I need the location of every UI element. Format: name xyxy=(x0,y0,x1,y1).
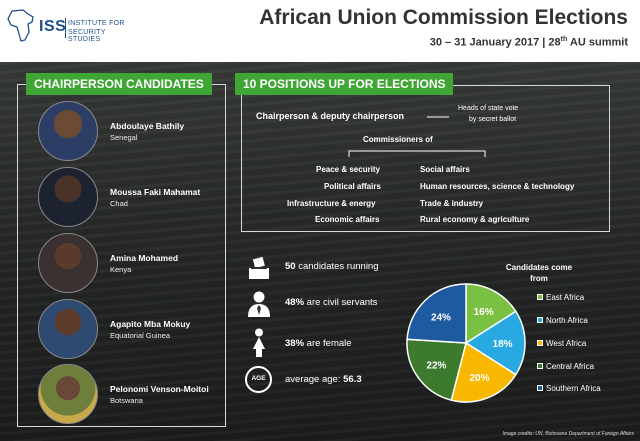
pie-data-label: 24% xyxy=(431,312,451,323)
logo-line-1: INSTITUTE FOR xyxy=(68,20,125,27)
legend-item: Southern Africa xyxy=(537,384,601,393)
candidate-country: Kenya xyxy=(110,265,132,274)
candidate-country: Chad xyxy=(110,199,128,208)
avatar xyxy=(38,101,98,161)
legend-item: West Africa xyxy=(537,339,586,348)
pie-slice-north-africa xyxy=(464,310,526,376)
legend-item: Central Africa xyxy=(537,362,594,371)
candidate-country: Equatorial Guinea xyxy=(110,331,171,340)
arrow-connector xyxy=(427,116,449,118)
pie-data-label: 22% xyxy=(426,361,446,372)
iss-logo: ISS INSTITUTE FOR SECURITY STUDIES xyxy=(6,8,136,46)
image-credit: Image credits: UN, Botswana Department o… xyxy=(502,431,634,437)
candidate-name: Abdoulaye Bathily xyxy=(110,121,185,131)
legend-label: East Africa xyxy=(546,293,585,302)
female-icon xyxy=(253,328,265,357)
candidate-country: Senegal xyxy=(110,133,138,142)
avatar xyxy=(38,299,98,359)
pie-slice-central-africa xyxy=(406,338,467,402)
candidate-card: Agapito Mba Mokuy Equatorial Guinea xyxy=(20,299,230,365)
legend-label: Southern Africa xyxy=(546,384,601,393)
candidate-name: Amina Mohamed xyxy=(110,253,179,263)
stat-running-text: candidates running xyxy=(295,261,379,272)
logo-divider xyxy=(65,18,66,38)
header: ISS INSTITUTE FOR SECURITY STUDIES Afric… xyxy=(0,0,640,62)
candidate-card: Pelonomi Venson-Moitoi Botswana xyxy=(20,364,230,430)
logo-text: ISS xyxy=(39,18,67,35)
background-photo xyxy=(0,62,640,441)
subtitle-sup: th xyxy=(560,36,568,43)
position-left: Peace & security xyxy=(316,165,381,174)
position-left: Infrastructure & energy xyxy=(287,199,376,208)
chair-position: Chairperson & deputy chairperson xyxy=(256,111,405,121)
candidate-card: Amina Mohamed Kenya xyxy=(20,233,230,299)
legend-label: North Africa xyxy=(546,316,588,325)
subtitle-dates: 30 – 31 January 2017 | 28 xyxy=(429,36,561,49)
legend-swatch xyxy=(537,363,543,369)
africa-map-icon xyxy=(7,9,34,42)
position-right: Human resources, science & technology xyxy=(420,182,575,191)
avatar xyxy=(38,167,98,227)
avatar xyxy=(38,233,98,293)
candidates-heading: CHAIRPERSON CANDIDATES xyxy=(26,73,212,95)
stat-age-num: 56.3 xyxy=(343,374,362,385)
bracket-connector xyxy=(348,150,486,157)
stat-running: 50 candidates running xyxy=(285,261,379,272)
candidate-name: Moussa Faki Mahamat xyxy=(110,187,201,197)
civil-servant-icon xyxy=(248,291,270,317)
stat-female-num: 38% xyxy=(285,338,305,349)
subtitle-summit: AU summit xyxy=(567,36,628,49)
positions-heading: 10 POSITIONS UP FOR ELECTIONS xyxy=(235,73,454,95)
candidate-country: Botswana xyxy=(110,396,143,405)
age-icon-label: AGE xyxy=(251,375,266,382)
pie-slice-east-africa xyxy=(465,283,517,345)
legend-item: East Africa xyxy=(537,293,584,302)
stat-female-text: are female xyxy=(304,338,352,349)
legend-label: Central Africa xyxy=(546,362,595,371)
stat-age-text: average age: xyxy=(285,374,344,385)
candidate-name: Pelonomi Venson-Moitoi xyxy=(110,384,209,394)
stat-civil-num: 48% xyxy=(285,297,305,308)
candidate-name: Agapito Mba Mokuy xyxy=(110,319,191,329)
pie-data-label: 16% xyxy=(474,307,494,318)
pie-slice-west-africa xyxy=(450,341,517,403)
region-pie-chart: 16% 18% 20% 22% 24% xyxy=(406,283,526,403)
position-right: Social affairs xyxy=(420,165,470,174)
candidate-card: Moussa Faki Mahamat Chad xyxy=(20,167,230,233)
logo-line-2: SECURITY STUDIES xyxy=(68,29,106,43)
legend-swatch xyxy=(537,340,543,346)
stat-female: 38% are female xyxy=(285,338,352,349)
stat-age: average age: 56.3 xyxy=(285,374,362,385)
vote-note-1: Heads of state vote xyxy=(458,105,519,112)
legend-swatch xyxy=(537,385,543,391)
legend-item: North Africa xyxy=(537,316,588,325)
legend-swatch xyxy=(537,317,543,323)
pie-data-label: 18% xyxy=(493,339,513,350)
position-left: Political affairs xyxy=(324,182,381,191)
legend-swatch xyxy=(537,294,543,300)
commissioners-label: Commissioners of xyxy=(363,135,433,144)
page-title: African Union Commission Elections xyxy=(259,6,628,29)
age-icon: AGE xyxy=(245,366,272,393)
stat-running-num: 50 xyxy=(285,261,296,272)
avatar xyxy=(38,364,98,424)
position-left: Economic affairs xyxy=(315,215,380,224)
ballot-box-icon xyxy=(249,256,269,279)
legend-label: West Africa xyxy=(546,339,587,348)
stat-civil-text: are civil servants xyxy=(304,297,378,308)
stat-civil: 48% are civil servants xyxy=(285,297,377,308)
vote-note-2: by secret ballot xyxy=(469,116,517,123)
pie-slice-southern-africa xyxy=(406,283,467,344)
position-right: Rural economy & agriculture xyxy=(420,215,530,224)
candidate-card: Abdoulaye Bathily Senegal xyxy=(20,101,230,167)
position-right: Trade & industry xyxy=(420,199,484,208)
pie-data-label: 20% xyxy=(469,373,489,384)
page-subtitle: 30 – 31 January 2017 | 28th AU summit xyxy=(430,36,628,49)
pie-title: Candidates come from xyxy=(505,263,573,283)
